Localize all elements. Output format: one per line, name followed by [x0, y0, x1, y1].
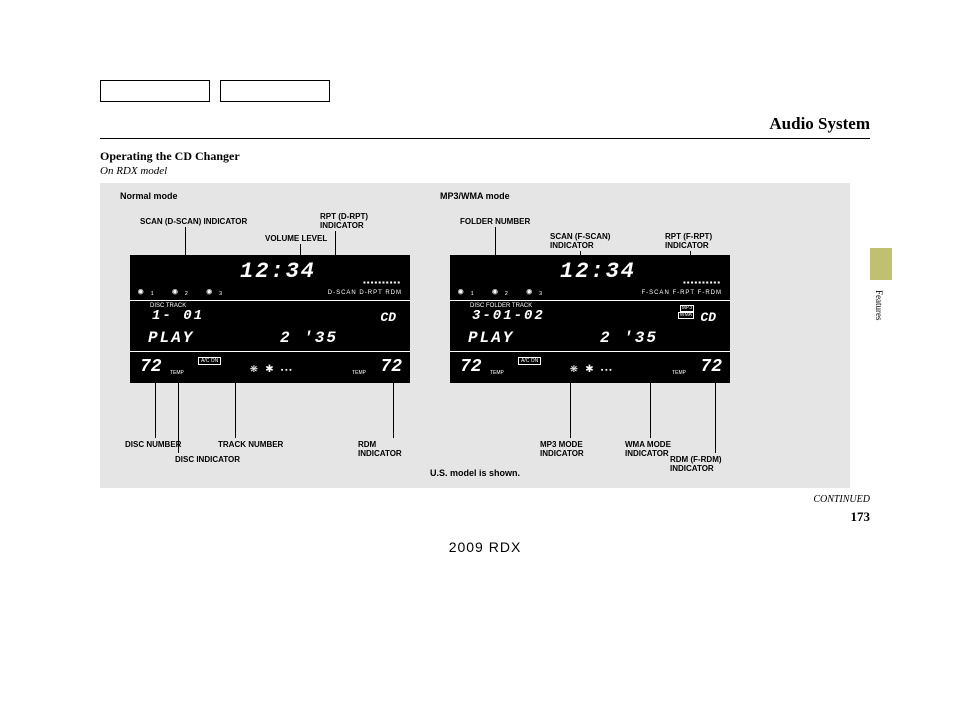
ac-on: A/C ON [198, 357, 221, 365]
leader-line [235, 383, 236, 438]
callout-rpt-left: RPT (D-RPT) INDICATOR [320, 213, 368, 231]
callout-rdm-right: RDM (F-RDM) INDICATOR [670, 456, 722, 474]
callout-scan-left: SCAN (D-SCAN) INDICATOR [140, 218, 247, 227]
preset-dots: ◉₁ ◉₂ ◉₃ [138, 287, 229, 297]
callout-rpt-right: RPT (F-RPT) INDICATOR [665, 233, 712, 251]
fan-bars: ▪▪▪ [280, 367, 293, 375]
callout-mp3: MP3 MODE INDICATOR [540, 441, 584, 459]
side-tab [870, 248, 892, 280]
leader-line [715, 383, 716, 453]
scan-rpt-rdm-indicators: D-SCAN D-RPT RDM [328, 290, 402, 296]
manual-page: Audio System Operating the CD Changer On… [100, 80, 870, 555]
cd-label: CD [700, 310, 716, 325]
callout-disc-number: DISC NUMBER [125, 441, 181, 450]
mode-label-normal: Normal mode [120, 191, 178, 201]
disc-track: 1- 01 [152, 308, 204, 324]
fan-icon: ❋ ✱ [570, 361, 593, 376]
display-mp3wma: 12:34 ▪▪▪▪▪▪▪▪▪▪ ◉₁ ◉₂ ◉₃ F-SCAN F-RPT F… [450, 255, 730, 383]
clock: 12:34 [560, 259, 636, 284]
elapsed-time: 2 '35 [280, 329, 338, 347]
divider [130, 300, 410, 301]
leader-line [393, 383, 394, 438]
divider [450, 300, 730, 301]
fan-icon: ❋ ✱ [250, 361, 273, 376]
wma-badge: WMA [678, 312, 694, 319]
scan-rpt-rdm-indicators: F-SCAN F-RPT F-RDM [641, 290, 722, 296]
divider [450, 351, 730, 352]
temp-left: 72 [460, 357, 482, 377]
top-button-row [100, 80, 870, 102]
volume-bars: ▪▪▪▪▪▪▪▪▪▪ [682, 279, 720, 288]
divider [130, 351, 410, 352]
callout-track-number: TRACK NUMBER [218, 441, 283, 450]
temp-unit-left: TEMP [490, 370, 504, 376]
model-year: 2009 RDX [100, 539, 870, 555]
diagram-footer-note: U.S. model is shown. [430, 468, 520, 478]
leader-line [650, 383, 651, 438]
callout-disc-indicator: DISC INDICATOR [175, 456, 240, 465]
preset-dots: ◉₁ ◉₂ ◉₃ [458, 287, 549, 297]
page-title: Audio System [769, 114, 870, 133]
callout-volume: VOLUME LEVEL [265, 235, 327, 244]
temp-unit-left: TEMP [170, 370, 184, 376]
mode-label-mp3wma: MP3/WMA mode [440, 191, 510, 201]
section-subtitle: Operating the CD Changer [100, 149, 870, 164]
diagram-area: Normal mode MP3/WMA mode SCAN (D-SCAN) I… [100, 183, 850, 488]
callout-scan-right: SCAN (F-SCAN) INDICATOR [550, 233, 610, 251]
temp-left: 72 [140, 357, 162, 377]
model-note: On RDX model [100, 165, 870, 177]
ac-on: A/C ON [518, 357, 541, 365]
temp-unit-right: TEMP [352, 370, 366, 376]
top-button-1[interactable] [100, 80, 210, 102]
callout-rdm-left: RDM INDICATOR [358, 441, 402, 459]
leader-line [570, 383, 571, 438]
features-label: Features [874, 290, 884, 321]
play-status: PLAY [148, 329, 194, 347]
callout-wma: WMA MODE INDICATOR [625, 441, 671, 459]
cd-label: CD [380, 310, 396, 325]
disc-folder-track: 3-01-02 [472, 308, 545, 324]
temp-right: 72 [700, 357, 722, 377]
top-button-2[interactable] [220, 80, 330, 102]
mp3-badge: MP3 [680, 305, 694, 312]
temp-right: 72 [380, 357, 402, 377]
elapsed-time: 2 '35 [600, 329, 658, 347]
title-row: Audio System [100, 114, 870, 139]
fan-bars: ▪▪▪ [600, 367, 613, 375]
volume-bars: ▪▪▪▪▪▪▪▪▪▪ [362, 279, 400, 288]
temp-unit-right: TEMP [672, 370, 686, 376]
clock: 12:34 [240, 259, 316, 284]
leader-line [155, 383, 156, 438]
continued-label: CONTINUED [100, 494, 870, 505]
play-status: PLAY [468, 329, 514, 347]
callout-folder: FOLDER NUMBER [460, 218, 530, 227]
page-number: 173 [100, 509, 870, 525]
display-normal: 12:34 ▪▪▪▪▪▪▪▪▪▪ ◉₁ ◉₂ ◉₃ D-SCAN D-RPT R… [130, 255, 410, 383]
